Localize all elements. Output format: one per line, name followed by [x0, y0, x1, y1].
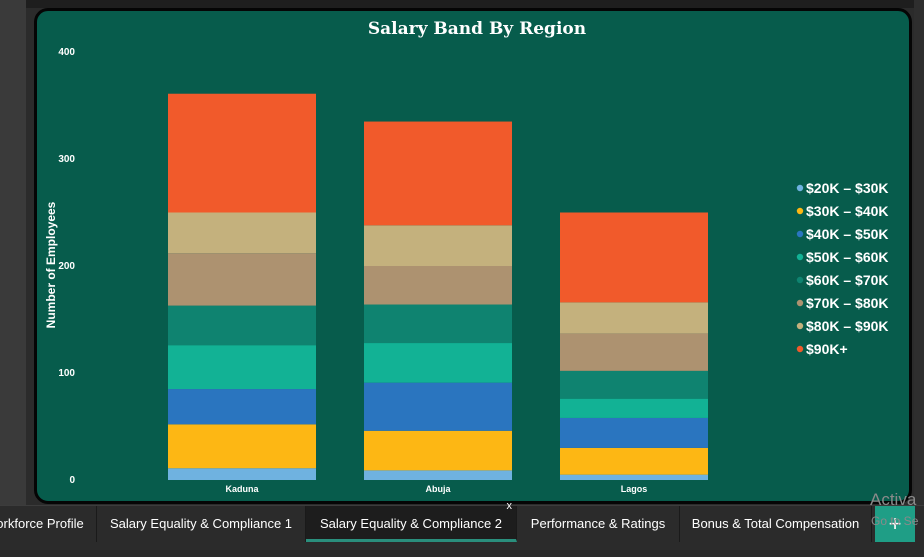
- activation-watermark: Activa: [870, 490, 917, 509]
- bar-segment[interactable]: [168, 468, 316, 480]
- bar-segment[interactable]: [168, 345, 316, 390]
- tab-bonus-total-compensation[interactable]: Bonus & Total Compensation: [680, 506, 872, 542]
- bar-segment[interactable]: [364, 266, 512, 305]
- tab-label: Performance & Ratings: [530, 516, 666, 531]
- y-tick-label: 300: [58, 154, 75, 165]
- bar-segment[interactable]: [168, 305, 316, 346]
- legend-marker: [796, 207, 804, 215]
- bar-segment[interactable]: [560, 333, 708, 371]
- bar-segment[interactable]: [560, 447, 708, 475]
- y-tick-label: 100: [58, 368, 75, 379]
- legend-item-label[interactable]: $30K – $40K: [806, 203, 889, 219]
- bar-segment[interactable]: [560, 302, 708, 334]
- legend-marker: [796, 299, 804, 307]
- x-tick-label: Lagos: [621, 484, 648, 494]
- bar-segment[interactable]: [364, 470, 512, 480]
- tab-salary-equality-2[interactable]: Salary Equality & Compliance 2 x: [306, 500, 517, 542]
- bar-segment[interactable]: [560, 212, 708, 303]
- legend-marker: [796, 345, 804, 353]
- bar-segment[interactable]: [560, 398, 708, 418]
- bar-segment[interactable]: [168, 424, 316, 469]
- tab-label: Bonus & Total Compensation: [691, 516, 860, 531]
- y-tick-label: 400: [58, 47, 75, 58]
- bar-segment[interactable]: [560, 474, 708, 480]
- salary-band-chart[interactable]: Salary Band By Region Number of Employee…: [34, 8, 912, 504]
- activation-watermark-sub: Go to Se: [871, 514, 919, 528]
- tab-label: Salary Equality & Compliance 2: [319, 516, 503, 531]
- y-axis-ticks: 0 100 200 300 400: [58, 47, 75, 486]
- legend-marker: [796, 230, 804, 238]
- bar-segment[interactable]: [364, 382, 512, 431]
- y-tick-label: 0: [69, 475, 75, 486]
- close-tab-icon[interactable]: x: [506, 500, 513, 512]
- legend-item-label[interactable]: $20K – $30K: [806, 180, 889, 196]
- add-tab-plus-icon[interactable]: +: [875, 506, 915, 542]
- tab-performance-ratings[interactable]: Performance & Ratings: [517, 506, 680, 542]
- legend-marker: [796, 253, 804, 261]
- x-tick-label: Abuja: [425, 484, 451, 494]
- legend-item-label[interactable]: $80K – $90K: [806, 318, 889, 334]
- legend-item-label[interactable]: $50K – $60K: [806, 249, 889, 265]
- bar-segment[interactable]: [364, 121, 512, 226]
- legend-item-label[interactable]: $60K – $70K: [806, 272, 889, 288]
- legend-marker: [796, 322, 804, 330]
- left-panel-edge: [0, 0, 26, 505]
- bar-segment[interactable]: [364, 304, 512, 344]
- bar-segment[interactable]: [364, 225, 512, 266]
- legend-item-label[interactable]: $40K – $50K: [806, 226, 889, 242]
- bar-segment[interactable]: [168, 93, 316, 213]
- report-tab-bar: Workforce Profile Salary Equality & Comp…: [0, 500, 924, 557]
- legend-marker: [796, 276, 804, 284]
- bar-segment[interactable]: [168, 212, 316, 254]
- chart-title: Salary Band By Region: [368, 19, 586, 39]
- bar-segment[interactable]: [560, 370, 708, 399]
- right-panel-edge: [914, 0, 924, 505]
- tab-label: Salary Equality & Compliance 1: [109, 516, 293, 531]
- legend-marker: [796, 184, 804, 192]
- bar-segment[interactable]: [168, 253, 316, 306]
- legend-item-label[interactable]: $70K – $80K: [806, 295, 889, 311]
- top-strip: [0, 0, 924, 8]
- bar-segment[interactable]: [560, 417, 708, 448]
- legend[interactable]: $20K – $30K $30K – $40K $40K – $50K $50K – …: [796, 180, 889, 357]
- bar-stacks[interactable]: [168, 93, 708, 480]
- tab-salary-equality-1[interactable]: Salary Equality & Compliance 1: [97, 506, 306, 542]
- chart-canvas: Salary Band By Region Number of Employee…: [44, 19, 889, 494]
- y-axis-label: Number of Employees: [44, 201, 58, 328]
- legend-item-label[interactable]: $90K+: [806, 341, 848, 357]
- y-tick-label: 200: [58, 261, 75, 272]
- bar-segment[interactable]: [364, 343, 512, 383]
- bar-segment[interactable]: [168, 389, 316, 425]
- x-tick-label: Kaduna: [225, 484, 259, 494]
- tab-workforce-profile[interactable]: Workforce Profile: [0, 506, 97, 542]
- bar-segment[interactable]: [364, 430, 512, 471]
- tab-label: Workforce Profile: [0, 516, 84, 531]
- x-axis-ticks: Kaduna Abuja Lagos: [225, 484, 647, 494]
